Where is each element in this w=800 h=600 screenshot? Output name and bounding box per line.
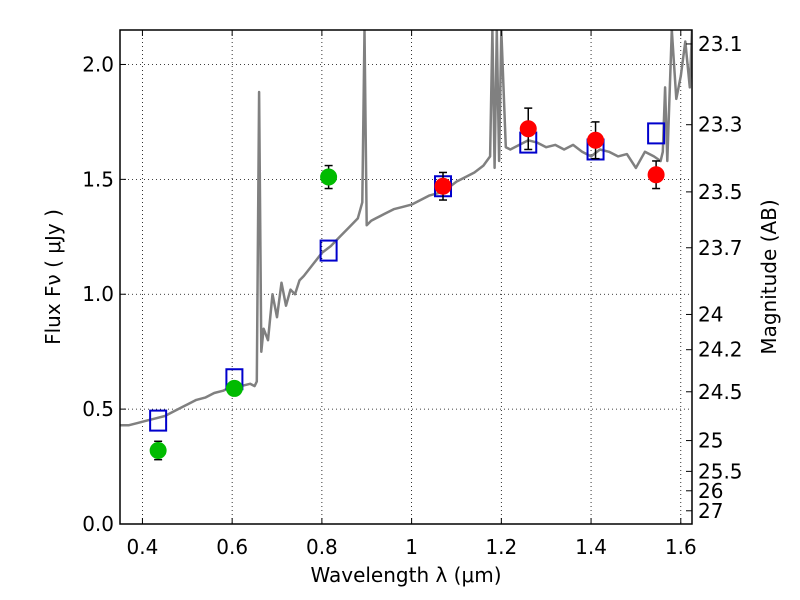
y2-tick-label: 24.2 — [698, 338, 743, 362]
y2-tick-label: 24 — [698, 302, 723, 326]
axis-ticks: 0.4 0.6 0.8 1 1.2 1.4 1.6 0.0 0.5 1.0 1.5 2.0 23.1 23… — [82, 30, 743, 559]
y2-tick-label: 23.5 — [698, 180, 743, 204]
x-tick-label: 0.4 — [127, 535, 159, 559]
model-spectrum — [120, 30, 692, 427]
x-tick-label: 0.8 — [306, 535, 338, 559]
x-axis-label: Wavelength λ (μm) — [310, 563, 501, 587]
y2-tick-label: 25 — [698, 429, 723, 453]
grid-lines — [120, 30, 692, 525]
y2-tick-label: 26 — [698, 479, 723, 503]
x-tick-label: 1.6 — [665, 535, 697, 559]
plot-frame — [119, 29, 693, 525]
y-tick-label: 2.0 — [82, 52, 114, 76]
photometry-points — [149, 107, 666, 461]
y2-tick-label: 27 — [698, 499, 723, 523]
y2-axis-label: Magnitude (AB) — [757, 199, 781, 354]
y-axis-label: Flux Fν ( μJy ) — [41, 209, 65, 345]
model-box — [647, 122, 666, 145]
y-tick-label: 0.0 — [82, 512, 114, 536]
model-box — [149, 409, 168, 432]
y2-tick-label: 25.5 — [698, 459, 743, 483]
y-tick-label: 1.5 — [82, 167, 114, 191]
y2-tick-label: 24.5 — [698, 380, 743, 404]
x-tick-label: 1.2 — [485, 535, 517, 559]
x-tick-label: 0.6 — [216, 535, 248, 559]
spectrum-line — [120, 30, 692, 427]
y2-tick-label: 23.7 — [698, 236, 743, 260]
photometry-point — [519, 120, 537, 138]
x-tick-label: 1 — [405, 535, 418, 559]
y2-tick-label: 23.3 — [698, 113, 743, 137]
photometry-point — [647, 166, 665, 184]
photometry-point — [149, 441, 167, 459]
y-tick-label: 0.5 — [82, 397, 114, 421]
y2-tick-label: 23.1 — [698, 32, 743, 56]
photometry-point — [225, 379, 243, 397]
photometry-point — [434, 177, 452, 195]
y-tick-label: 1.0 — [82, 282, 114, 306]
photometry-point — [587, 131, 605, 149]
photometry-point — [320, 168, 338, 186]
model-box — [319, 239, 338, 262]
x-tick-label: 1.4 — [575, 535, 607, 559]
